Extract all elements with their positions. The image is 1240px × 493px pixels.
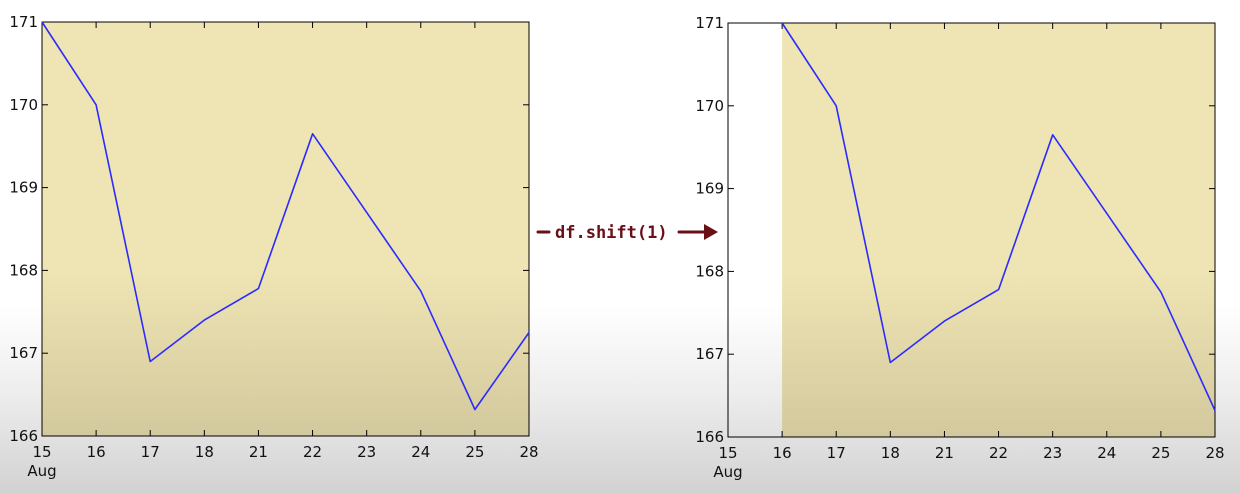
left-y-tick-label: 167 bbox=[9, 344, 38, 362]
left-plot-shade bbox=[42, 270, 529, 436]
left-y-tick-label: 171 bbox=[9, 13, 38, 31]
right-series-line bbox=[781, 22, 1216, 411]
right-y-tick-label: 168 bbox=[695, 262, 724, 280]
chart-original: 166 167 168 169 170 171 15 16 17 18 21 22 23 24 25 28 Au… bbox=[9, 13, 538, 480]
right-x-tick-label: 15 bbox=[718, 444, 737, 462]
left-x-tick-label: 16 bbox=[87, 443, 106, 461]
right-x-tick-label: 16 bbox=[773, 444, 792, 462]
left-x-tick-label: 21 bbox=[249, 443, 268, 461]
left-series-line bbox=[41, 21, 530, 411]
right-x-tick-label: 24 bbox=[1097, 444, 1116, 462]
left-y-tick-label: 168 bbox=[9, 261, 38, 279]
right-x-tick-label: 17 bbox=[827, 444, 846, 462]
right-y-tick-label: 171 bbox=[695, 14, 724, 32]
right-x-tick-label: 22 bbox=[989, 444, 1008, 462]
right-y-tick-label: 170 bbox=[695, 97, 724, 115]
right-x-tick-label: 23 bbox=[1043, 444, 1062, 462]
left-x-tick-label: 23 bbox=[357, 443, 376, 461]
left-x-tick-label: 18 bbox=[195, 443, 214, 461]
left-y-tick-label: 166 bbox=[9, 427, 38, 445]
left-x-tick-label: 17 bbox=[141, 443, 160, 461]
left-y-tick-label: 169 bbox=[9, 179, 38, 197]
annotation-label: df.shift(1) bbox=[555, 223, 668, 243]
right-plot-frame bbox=[727, 22, 1216, 438]
left-x-tick-label: 15 bbox=[32, 443, 51, 461]
shift-annotation: df.shift(1) bbox=[536, 223, 718, 243]
left-plot-frame bbox=[41, 21, 530, 437]
right-plot-shade bbox=[782, 271, 1215, 437]
left-y-tick-label: 170 bbox=[9, 96, 38, 114]
right-y-tick-label: 167 bbox=[695, 345, 724, 363]
right-x-tick-label: 25 bbox=[1151, 444, 1170, 462]
right-x-tick-label: 28 bbox=[1205, 444, 1224, 462]
right-y-tick-label: 166 bbox=[695, 428, 724, 446]
right-x-sublabel: Aug bbox=[713, 463, 742, 481]
left-x-tick-label: 24 bbox=[411, 443, 430, 461]
right-x-tick-label: 21 bbox=[935, 444, 954, 462]
right-x-tick-label: 18 bbox=[881, 444, 900, 462]
left-x-tick-label: 25 bbox=[465, 443, 484, 461]
chart-shifted: 166 167 168 169 170 171 15 16 17 18 21 22 23 24 25 28 Au… bbox=[695, 14, 1224, 481]
right-y-tick-label: 169 bbox=[695, 180, 724, 198]
left-x-tick-label: 22 bbox=[303, 443, 322, 461]
left-x-sublabel: Aug bbox=[27, 462, 56, 480]
left-x-tick-label: 28 bbox=[519, 443, 538, 461]
arrow-head-icon bbox=[704, 224, 718, 240]
